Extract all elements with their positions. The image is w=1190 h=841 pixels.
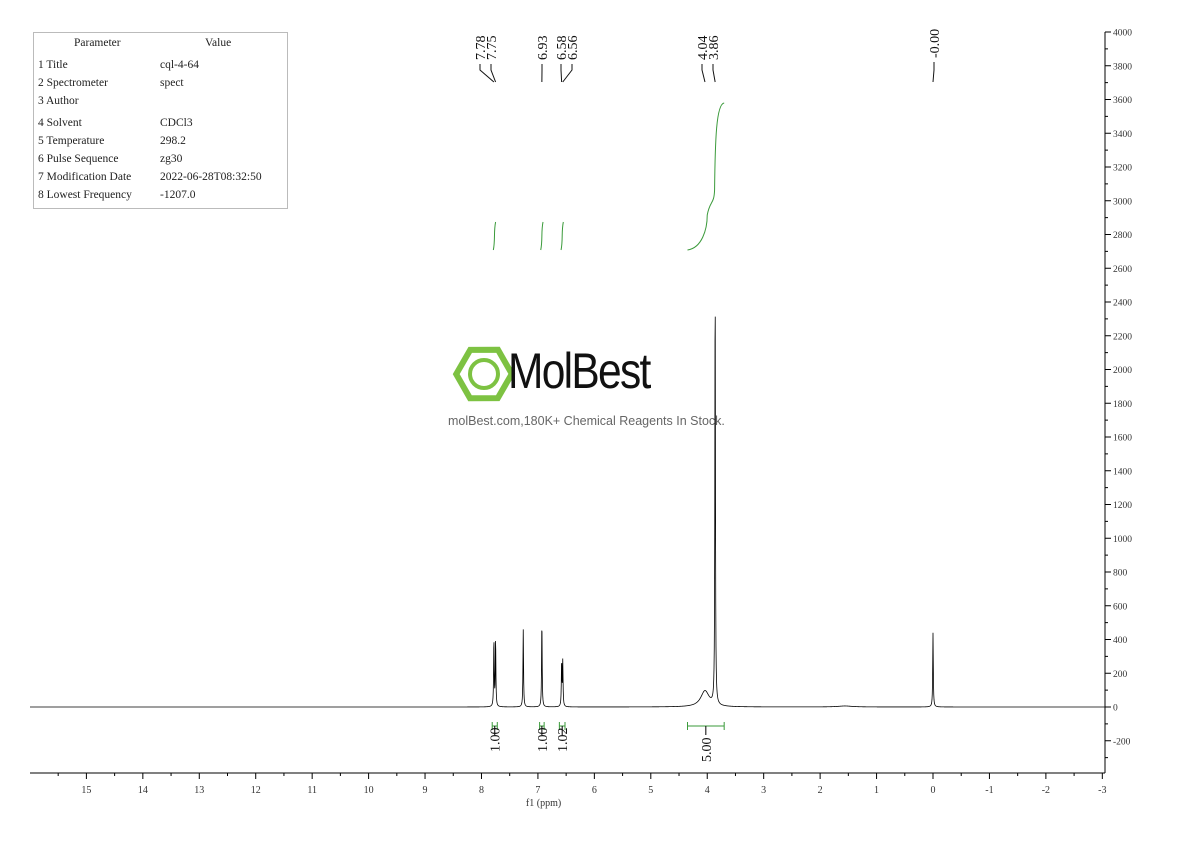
x-tick-label: 14: [138, 785, 148, 796]
y-tick-label: 2800: [1113, 231, 1132, 241]
peak-label-leader: [560, 64, 563, 83]
param-value: zg30: [160, 153, 183, 165]
peak-label-leader: [932, 62, 935, 83]
param-header-value: Value: [205, 37, 232, 49]
benzene-hexagon-icon: [452, 346, 516, 402]
watermark-brand: MolBest: [508, 343, 651, 399]
y-tick-label: 1000: [1113, 535, 1132, 545]
x-tick-label: 0: [931, 785, 936, 796]
y-tick-label: 3200: [1113, 164, 1132, 174]
x-tick-label: 2: [818, 785, 823, 796]
x-tick-label: 4: [705, 785, 710, 796]
param-value: cql-4-64: [160, 59, 199, 71]
param-name: 8 Lowest Frequency: [38, 189, 132, 201]
param-header-name: Parameter: [74, 37, 121, 49]
x-tick-label: 10: [364, 785, 374, 796]
y-tick-label: 0: [1113, 704, 1118, 714]
x-axis-label: f1 (ppm): [526, 798, 561, 809]
x-tick-label: 7: [535, 785, 540, 796]
peak-label: 7.78: [474, 36, 489, 61]
y-tick-label: 3400: [1113, 130, 1132, 140]
peak-label: 4.04: [696, 36, 711, 61]
x-tick-label: 8: [479, 785, 484, 796]
param-name: 6 Pulse Sequence: [38, 153, 119, 165]
peak-label: 7.75: [485, 36, 500, 61]
peak-label: 6.58: [555, 36, 570, 61]
peak-label: 6.93: [536, 36, 551, 61]
param-name: 4 Solvent: [38, 117, 82, 129]
peak-label-leader: [712, 64, 716, 83]
peak-label-leader: [479, 64, 495, 83]
y-tick-label: 200: [1113, 670, 1128, 680]
x-tick-label: 9: [423, 785, 428, 796]
y-tick-label: 1600: [1113, 434, 1132, 444]
y-tick-label: 2200: [1113, 332, 1132, 342]
x-tick-label: 6: [592, 785, 597, 796]
y-tick-label: 2600: [1113, 265, 1132, 275]
y-tick-label: 2000: [1113, 366, 1132, 376]
param-name: 3 Author: [38, 95, 79, 107]
y-tick-label: 600: [1113, 602, 1128, 612]
peak-label-leader: [701, 64, 706, 83]
y-tick-label: 800: [1113, 569, 1128, 579]
y-tick-label: 400: [1113, 636, 1128, 646]
peak-label-leader: [490, 64, 497, 83]
peak-label-leader: [562, 64, 573, 83]
param-name: 7 Modification Date: [38, 171, 132, 183]
param-name: 2 Spectrometer: [38, 77, 108, 89]
y-tick-label: 1800: [1113, 400, 1132, 410]
integral-curve: [687, 102, 725, 251]
x-tick-label: 3: [761, 785, 766, 796]
x-tick-label: 11: [307, 785, 317, 796]
y-tick-label: 3000: [1113, 197, 1132, 207]
x-tick-label: -2: [1042, 785, 1050, 796]
x-tick-label: 15: [81, 785, 91, 796]
watermark-tagline: molBest.com,180K+ Chemical Reagents In S…: [448, 414, 725, 428]
param-value: 2022-06-28T08:32:50: [160, 171, 262, 183]
integral-curve: [492, 221, 497, 251]
param-name: 5 Temperature: [38, 135, 105, 147]
y-tick-label: 3800: [1113, 62, 1132, 72]
integral-value: 1.00: [489, 728, 504, 753]
param-value: -1207.0: [160, 189, 196, 201]
spectrum-trace: [30, 316, 1105, 708]
integral-curve: [540, 221, 544, 251]
x-tick-label: 5: [648, 785, 653, 796]
peak-label: 6.56: [566, 36, 581, 61]
x-tick-label: 12: [251, 785, 261, 796]
watermark: MolBest molBest.com,180K+ Chemical Reage…: [440, 340, 750, 435]
integral-value: 1.02: [556, 728, 571, 753]
x-tick-label: -3: [1098, 785, 1106, 796]
y-tick-label: 4000: [1113, 29, 1132, 39]
integral-value: 1.00: [536, 728, 551, 753]
parameter-table: Parameter Value 1 Title cql-4-64 2 Spectro…: [33, 32, 288, 209]
y-tick-label: 1200: [1113, 501, 1132, 511]
x-tick-label: 1: [874, 785, 879, 796]
integral-curve: [560, 221, 564, 251]
y-tick-label: -200: [1113, 737, 1131, 747]
param-value: spect: [160, 77, 184, 89]
integral-value: 5.00: [700, 738, 715, 763]
x-tick-label: -1: [985, 785, 993, 796]
x-tick-label: 13: [194, 785, 204, 796]
y-tick-label: 2400: [1113, 299, 1132, 309]
param-value: CDCl3: [160, 117, 193, 129]
param-value: 298.2: [160, 135, 186, 147]
y-tick-label: 3600: [1113, 96, 1132, 106]
peak-label: -0.00: [928, 29, 943, 58]
peak-label: 3.86: [707, 36, 722, 61]
param-name: 1 Title: [38, 59, 68, 71]
y-tick-label: 1400: [1113, 467, 1132, 477]
